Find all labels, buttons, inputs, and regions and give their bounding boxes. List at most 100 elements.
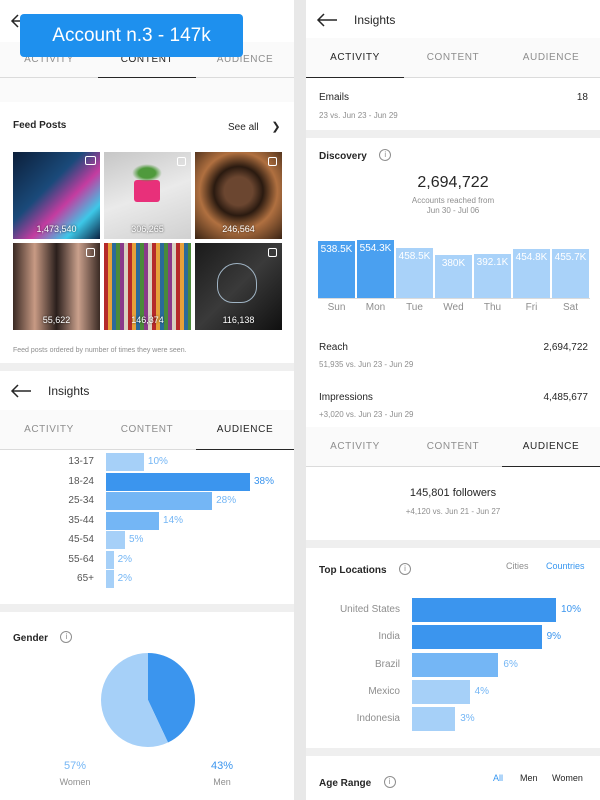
location-pct: 4% (474, 685, 490, 697)
post-view-count: 1,473,540 (36, 224, 77, 234)
age-range-pct: 2% (117, 553, 133, 565)
plant-illustration (134, 180, 160, 202)
discovery-day-label: Sun (327, 302, 346, 313)
tab-audience[interactable]: AUDIENCE (522, 52, 580, 63)
post-thumbnail[interactable]: 306,265 (104, 152, 191, 239)
post-view-count: 146,374 (131, 315, 164, 325)
followers-count: 145,801 followers (409, 487, 497, 499)
post-thumbnail[interactable]: 55,622 (13, 243, 100, 330)
age-range-label: 25-34 (68, 495, 94, 506)
insights-title: Insights (48, 384, 90, 398)
see-all-link[interactable]: See all ❯ (228, 120, 281, 133)
tab-audience[interactable]: AUDIENCE (196, 410, 294, 450)
cities-toggle[interactable]: Cities (506, 561, 529, 571)
info-icon[interactable]: i (379, 148, 392, 161)
tab-content[interactable]: CONTENT (98, 42, 196, 78)
tab-activity[interactable]: ACTIVITY (24, 424, 74, 435)
divider (306, 748, 600, 756)
age-range-label: 35-44 (68, 514, 94, 526)
discovery-header: Discovery i (319, 146, 392, 164)
insights-title: Insights (354, 13, 396, 27)
women-pct: 57% (63, 760, 87, 772)
followers-sub: +4,120 vs. Jun 21 - Jun 27 (405, 507, 501, 516)
divider (0, 363, 294, 371)
insights-tabs: ACTIVITY CONTENT AUDIENCE (306, 38, 600, 78)
location-pct: 3% (460, 713, 475, 725)
back-arrow-icon[interactable] (10, 384, 32, 398)
men-label: Men (213, 777, 231, 787)
age-range-label: 55-64 (68, 553, 94, 565)
age-range-label: 65+ (77, 573, 94, 584)
location-bar (412, 679, 470, 704)
post-thumbnail[interactable]: 116,138 (195, 243, 282, 330)
tab-activity[interactable]: ACTIVITY (330, 441, 380, 452)
discovery-day-label: Thu (483, 302, 502, 313)
tab-activity[interactable]: ACTIVITY (306, 38, 404, 78)
tab-content[interactable]: CONTENT (120, 424, 174, 435)
post-thumbnail[interactable]: 246,564 (195, 152, 282, 239)
info-icon[interactable]: i (60, 630, 73, 643)
multi-icon (268, 157, 277, 166)
spacer (0, 78, 294, 102)
age-range-pct: 5% (128, 534, 144, 545)
age-range-pct: 14% (163, 514, 184, 526)
video-icon (85, 156, 96, 165)
insights-header: Insights (306, 0, 600, 40)
discovery-title: Discovery (319, 151, 367, 162)
left-screenshot-panel: Account n.3 - 147k ACTIVITY CONTENT AUDI… (0, 0, 294, 800)
emails-sub: 23 vs. Jun 23 - Jun 29 (319, 111, 398, 120)
age-range-bar (106, 472, 250, 491)
back-arrow-icon[interactable] (316, 13, 338, 27)
tab-audience[interactable]: AUDIENCE (216, 54, 274, 65)
age-range-pct: 10% (147, 456, 168, 467)
post-thumbnail[interactable]: 146,374 (104, 243, 191, 330)
info-icon[interactable]: i (399, 562, 412, 575)
audience-tabs: ACTIVITY CONTENT AUDIENCE (306, 427, 600, 467)
discovery-day-bar (435, 255, 472, 298)
post-view-count: 306,265 (131, 224, 164, 234)
location-label: India (378, 631, 400, 643)
men-toggle[interactable]: Men (520, 773, 538, 783)
discovery-x-axis (318, 298, 590, 299)
tab-content[interactable]: CONTENT (426, 441, 480, 452)
pie-slice-men (148, 653, 195, 743)
tab-content[interactable]: CONTENT (426, 52, 480, 63)
location-label: Mexico (368, 685, 400, 697)
age-range-bar (106, 511, 160, 530)
feed-footnote: Feed posts ordered by number of times th… (13, 347, 187, 354)
discovery-day-bar (318, 241, 355, 298)
location-row: Mexico 4% (306, 679, 600, 704)
all-toggle[interactable]: All (493, 773, 504, 783)
age-range-row: 65+ 2% (0, 570, 294, 588)
age-range-row: 55-64 2% (0, 550, 294, 569)
post-view-count: 55,622 (42, 315, 71, 325)
age-range-title: Age Range (319, 778, 372, 789)
countries-toggle[interactable]: Countries (546, 561, 585, 571)
pie-slice-women (100, 653, 169, 747)
reach-label: Reach (319, 342, 348, 353)
post-thumbnail[interactable]: 1,473,540 (13, 152, 100, 239)
age-range-bar (106, 453, 144, 471)
discovery-day-bar (396, 248, 433, 298)
age-range-pct: 2% (117, 573, 133, 584)
tab-audience[interactable]: AUDIENCE (502, 427, 600, 467)
info-icon[interactable]: i (383, 775, 396, 788)
discovery-day-label: Wed (443, 302, 464, 313)
emails-label: Emails (319, 92, 350, 103)
leaves-illustration (132, 164, 162, 182)
impressions-value: 4,485,677 (543, 392, 589, 403)
tab-activity[interactable]: ACTIVITY (24, 54, 74, 65)
location-row: United States 10% (306, 598, 600, 622)
impressions-label: Impressions (319, 392, 373, 403)
reach-sub: 51,935 vs. Jun 23 - Jun 29 (319, 360, 414, 369)
post-view-count: 116,138 (222, 315, 255, 325)
discovery-day-label: Fri (525, 302, 538, 313)
location-pct: 10% (561, 604, 582, 615)
top-locations-title: Top Locations (319, 565, 387, 576)
discovery-day-label: Sat (562, 302, 578, 313)
location-bar (412, 598, 556, 622)
gender-title: Gender (13, 633, 49, 644)
location-label: Indonesia (356, 713, 400, 725)
age-range-row: 13-17 10% (0, 453, 294, 471)
women-toggle[interactable]: Women (552, 773, 583, 783)
